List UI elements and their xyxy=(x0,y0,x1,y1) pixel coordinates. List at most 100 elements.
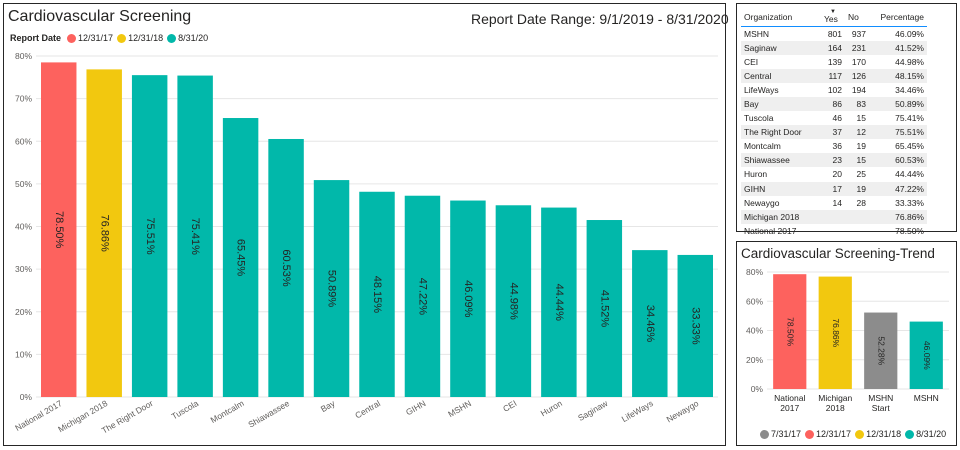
cell-organization: Huron xyxy=(744,169,768,180)
cell-percentage: 60.53% xyxy=(869,153,927,168)
legend-label: 12/31/18 xyxy=(128,33,164,43)
bar[interactable] xyxy=(677,254,713,397)
column-header-organization[interactable]: Organization xyxy=(741,10,821,27)
trend-legend: 7/31/17 12/31/17 12/31/18 8/31/20 xyxy=(760,429,950,439)
cell-no: 126 xyxy=(845,68,869,83)
table-row[interactable]: CEI 139 170 44.98% xyxy=(741,55,927,69)
cell-no: 12 xyxy=(845,125,869,140)
x-category-label: Saginaw xyxy=(576,398,610,423)
bar-value-label: 75.51% xyxy=(144,217,156,255)
legend-dot xyxy=(760,429,769,439)
column-header-no[interactable]: No xyxy=(845,10,869,27)
cell-yes: 139 xyxy=(827,56,842,67)
cell-yes: 86 xyxy=(821,96,845,112)
report-date-range: Report Date Range: 9/1/2019 - 8/31/2020 xyxy=(471,11,729,27)
x-category-label-line: MSHN xyxy=(914,393,939,403)
legend-item-7-31-17[interactable]: 7/31/17 xyxy=(760,429,801,439)
bar[interactable] xyxy=(41,62,77,398)
x-category-label-line: 2017 xyxy=(780,403,799,413)
cell-organization: LifeWays xyxy=(744,84,779,95)
cell-percentage: 50.89% xyxy=(869,96,927,112)
table-row[interactable]: MSHN 801 937 46.09% xyxy=(741,27,927,41)
sort-descending-icon[interactable]: ▼ xyxy=(830,9,836,15)
legend-item-12-31-17[interactable]: 12/31/17 xyxy=(67,33,113,43)
table-row[interactable]: National 2017 78.50% xyxy=(741,224,927,238)
cell-organization: The Right Door xyxy=(741,125,821,140)
main-chart-panel: Cardiovascular Screening Report Date Ran… xyxy=(3,3,729,446)
column-header-yes-label: Yes xyxy=(824,14,838,24)
table-row[interactable]: LifeWays 102 194 34.46% xyxy=(741,83,927,97)
cell-percentage: 78.50% xyxy=(895,225,924,236)
bar[interactable] xyxy=(222,118,259,397)
bar-value-label: 44.44% xyxy=(553,284,565,322)
cell-organization: CEI xyxy=(744,56,759,67)
table-row[interactable]: Bay 86 83 50.89% xyxy=(741,96,927,112)
bar[interactable] xyxy=(909,321,943,389)
y-tick-label: 0% xyxy=(751,384,764,394)
legend-item-8-31-20[interactable]: 8/31/20 xyxy=(167,33,208,43)
bar-value-label: 44.98% xyxy=(507,282,519,320)
bar[interactable] xyxy=(495,205,532,397)
cell-percentage: 48.15% xyxy=(869,68,927,83)
table-row[interactable]: Huron 20 25 44.44% xyxy=(741,167,927,181)
cell-percentage: 34.46% xyxy=(895,84,924,95)
column-header-yes[interactable]: ▼ Yes xyxy=(821,9,845,27)
cell-organization: Montcalm xyxy=(744,141,781,152)
legend-label: 12/31/17 xyxy=(816,429,852,439)
cell-no: 937 xyxy=(851,28,866,39)
bar-value-label: 76.86% xyxy=(831,318,841,347)
bar[interactable] xyxy=(86,69,122,397)
table-row[interactable]: Tuscola 46 15 75.41% xyxy=(741,111,927,125)
bar-value-label: 33.33% xyxy=(689,307,701,345)
legend-item-12-31-17[interactable]: 12/31/17 xyxy=(805,429,851,439)
bar[interactable] xyxy=(131,75,168,398)
bar[interactable] xyxy=(632,250,668,397)
bar[interactable] xyxy=(450,200,486,397)
main-bar-chart: 0%10%20%30%40%50%60%70%80%78.50%National… xyxy=(13,51,718,436)
table-row[interactable]: The Right Door 37 12 75.51% xyxy=(741,125,927,140)
bar[interactable] xyxy=(268,138,304,397)
legend-item-12-31-18[interactable]: 12/31/18 xyxy=(855,429,901,439)
table-header-row: Organization ▼ Yes No Percentage xyxy=(741,9,927,27)
legend-title: Report Date xyxy=(10,33,62,43)
table-row[interactable]: Central 117 126 48.15% xyxy=(741,68,927,83)
bar[interactable] xyxy=(404,195,441,397)
cell-yes xyxy=(821,224,845,238)
cell-organization: Bay xyxy=(741,96,821,112)
cell-yes: 20 xyxy=(832,169,842,180)
legend-item-8-31-20[interactable]: 8/31/20 xyxy=(905,429,946,439)
bar[interactable] xyxy=(359,191,395,397)
trend-chart-panel: Cardiovascular Screening-Trend 0% 20% 40% 6… xyxy=(736,241,957,446)
bar-value-label: 47.22% xyxy=(417,278,429,316)
x-category-label: MSHN Start xyxy=(868,393,893,413)
cell-organization: Tuscola xyxy=(744,113,774,124)
bar[interactable] xyxy=(541,207,577,397)
bar[interactable] xyxy=(864,312,898,389)
bar[interactable] xyxy=(586,220,623,397)
legend-label: 7/31/17 xyxy=(771,429,802,439)
x-category-label: CEI xyxy=(501,398,518,414)
table-row[interactable]: Shiawassee 23 15 60.53% xyxy=(741,153,927,168)
y-tick-label: 30% xyxy=(15,264,32,274)
bar[interactable] xyxy=(818,276,852,389)
x-category-label: MSHN xyxy=(914,393,939,403)
cell-yes: 801 xyxy=(827,28,842,39)
bar-value-label: 46.09% xyxy=(922,341,932,370)
table-row[interactable]: Michigan 2018 76.86% xyxy=(741,209,927,224)
chart-title: Cardiovascular Screening xyxy=(8,8,192,25)
table-row[interactable]: Newaygo 14 28 33.33% xyxy=(741,196,927,210)
x-category-label: MSHN xyxy=(446,398,473,419)
cell-organization: Saginaw xyxy=(741,40,821,55)
table-row[interactable]: GIHN 17 19 47.22% xyxy=(741,181,927,196)
table-row[interactable]: Saginaw 164 231 41.52% xyxy=(741,40,927,55)
cell-yes: 37 xyxy=(821,125,845,140)
bar[interactable] xyxy=(313,180,350,397)
column-header-percentage[interactable]: Percentage xyxy=(869,10,927,27)
table-row[interactable]: Montcalm 36 19 65.45% xyxy=(741,139,927,153)
bar[interactable] xyxy=(177,75,213,397)
cell-yes: 46 xyxy=(832,113,842,124)
cell-organization: Shiawassee xyxy=(741,153,821,168)
bar[interactable] xyxy=(773,274,807,389)
bar-value-label: 48.15% xyxy=(371,276,383,314)
legend-item-12-31-18[interactable]: 12/31/18 xyxy=(117,33,163,43)
